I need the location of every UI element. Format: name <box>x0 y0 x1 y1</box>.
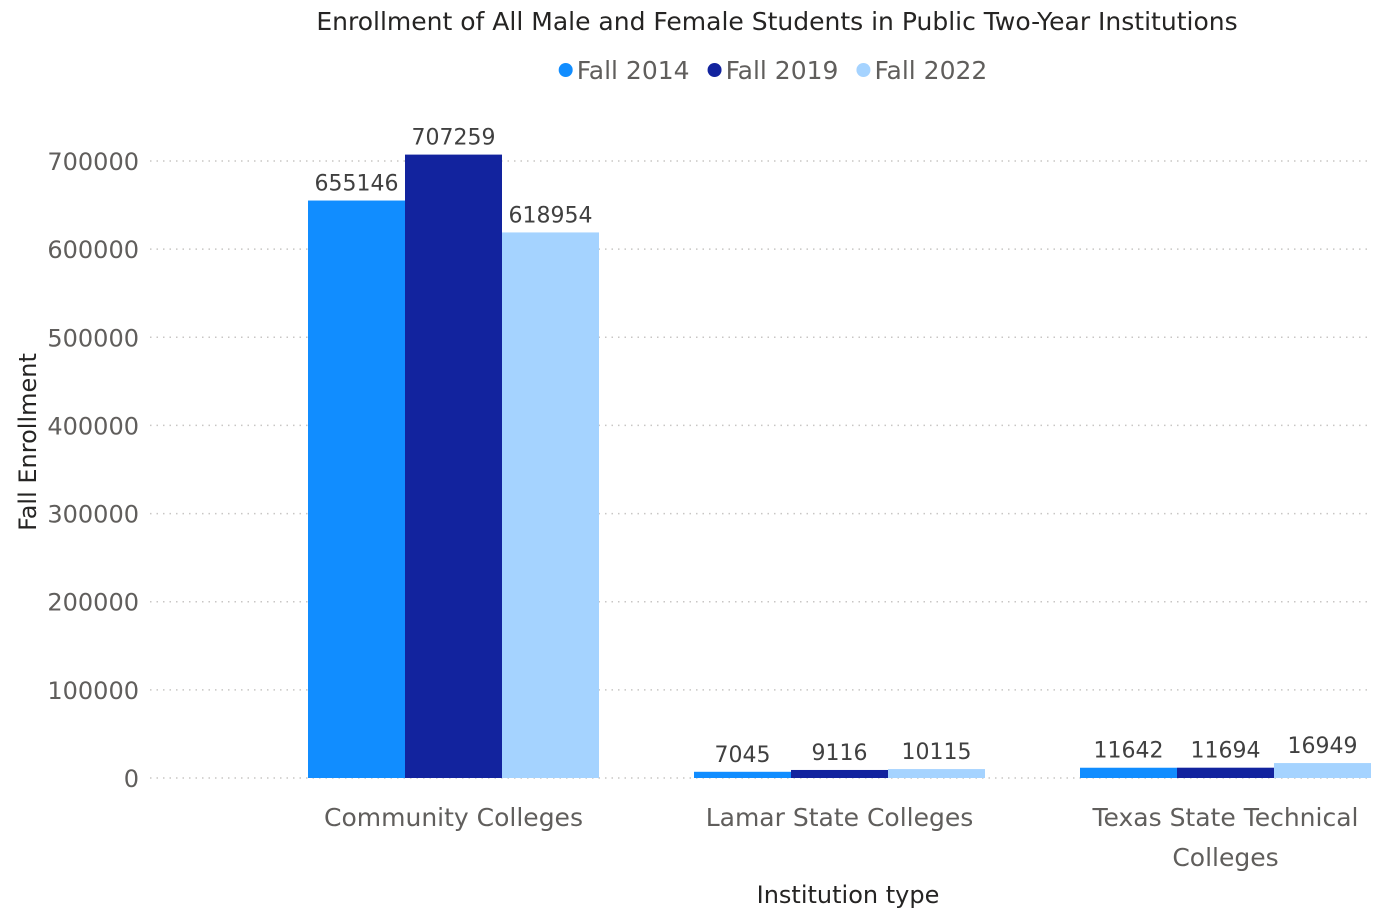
legend-label: Fall 2019 <box>726 56 839 85</box>
legend-item[interactable]: Fall 2019 <box>707 56 839 85</box>
bar[interactable] <box>791 769 888 778</box>
y-axis-ticks: 0 100000 200000 300000 400000 500000 600000 700… <box>47 148 139 793</box>
data-label: 10115 <box>902 740 972 765</box>
y-tick-label: 0 <box>124 765 139 793</box>
y-tick-label: 300000 <box>47 501 139 529</box>
data-label: 618954 <box>509 203 593 228</box>
y-tick-label: 600000 <box>47 236 139 264</box>
bar[interactable] <box>1080 767 1177 778</box>
legend-label: Fall 2014 <box>577 56 690 85</box>
legend: Fall 2014 Fall 2019 Fall 2022 <box>558 56 987 85</box>
y-axis-title: Fall Enrollment <box>14 353 42 531</box>
bar[interactable] <box>1274 763 1371 778</box>
data-label: 11694 <box>1191 739 1261 764</box>
y-tick-label: 200000 <box>47 589 139 617</box>
x-tick-label: Community Colleges <box>324 803 583 832</box>
data-label: 11642 <box>1094 739 1164 764</box>
x-axis-title: Institution type <box>757 881 940 909</box>
bars <box>308 154 1371 779</box>
y-tick-label: 400000 <box>47 412 139 440</box>
data-label: 655146 <box>315 172 399 197</box>
bar[interactable] <box>502 232 599 778</box>
legend-marker <box>558 63 573 77</box>
bar[interactable] <box>1177 767 1274 778</box>
legend-item[interactable]: Fall 2014 <box>558 56 690 85</box>
y-tick-label: 700000 <box>47 148 139 176</box>
y-tick-label: 500000 <box>47 324 139 352</box>
legend-marker <box>707 63 722 77</box>
data-labels: 655146 707259 618954 7045 9116 10115 11642 1169… <box>315 126 1358 768</box>
bar[interactable] <box>888 769 985 778</box>
data-label: 707259 <box>412 126 496 151</box>
y-tick-label: 100000 <box>47 677 139 705</box>
chart-title: Enrollment of All Male and Female Studen… <box>316 7 1237 36</box>
x-axis-categories: Community Colleges Lamar State Colleges Te… <box>324 803 1358 872</box>
x-tick-label: Texas State Technical Colleges <box>1092 803 1359 872</box>
data-label: 9116 <box>812 741 868 766</box>
legend-marker <box>856 63 871 77</box>
legend-label: Fall 2022 <box>874 56 987 85</box>
x-tick-label: Lamar State Colleges <box>706 803 974 832</box>
data-label: 7045 <box>715 743 771 768</box>
bar[interactable] <box>405 154 502 779</box>
legend-item[interactable]: Fall 2022 <box>856 56 987 85</box>
data-label: 16949 <box>1288 734 1358 759</box>
bar[interactable] <box>694 771 791 778</box>
bar[interactable] <box>308 200 405 779</box>
